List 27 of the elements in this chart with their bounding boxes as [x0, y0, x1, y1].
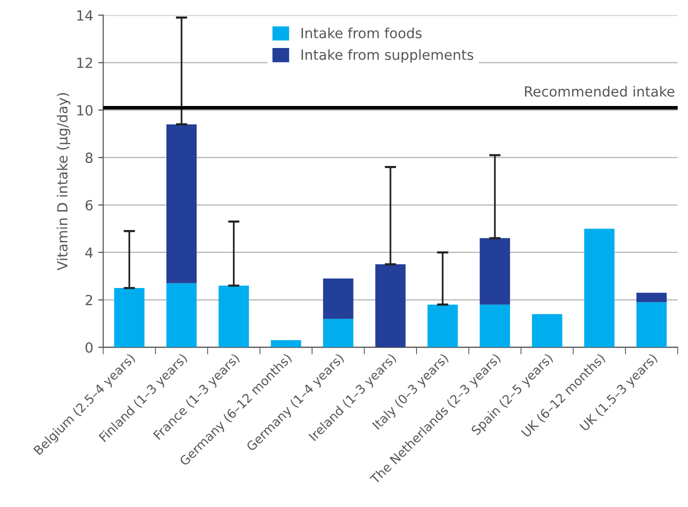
y-tick-label: 14 [77, 10, 93, 20]
bar [584, 228, 614, 348]
legend-label: Intake from supplements [302, 49, 474, 63]
y-tick-label: 2 [86, 294, 92, 306]
bar [480, 304, 510, 348]
y-axis-title: Vitamin D intake (µg/day) [56, 93, 70, 270]
bar [166, 283, 197, 348]
ref-line-label: Recommended intake [525, 86, 674, 97]
bar [270, 340, 302, 348]
y-tick-label: 12 [77, 58, 92, 68]
bar [636, 292, 667, 302]
bar [636, 302, 667, 348]
y-tick-label: 10 [77, 105, 93, 116]
bar [428, 304, 458, 348]
y-tick-label: 4 [85, 248, 93, 258]
bar [323, 278, 354, 319]
y-tick-label: 6 [86, 200, 93, 210]
bar [166, 124, 197, 284]
bar [532, 314, 562, 348]
bar [218, 286, 249, 348]
legend-label: Intake from foods [302, 28, 422, 38]
bar [480, 238, 510, 305]
bar [375, 264, 406, 348]
bar [114, 288, 144, 348]
bar [323, 318, 354, 348]
y-tick-label: 8 [86, 152, 93, 164]
y-tick-label: 0 [86, 342, 93, 353]
